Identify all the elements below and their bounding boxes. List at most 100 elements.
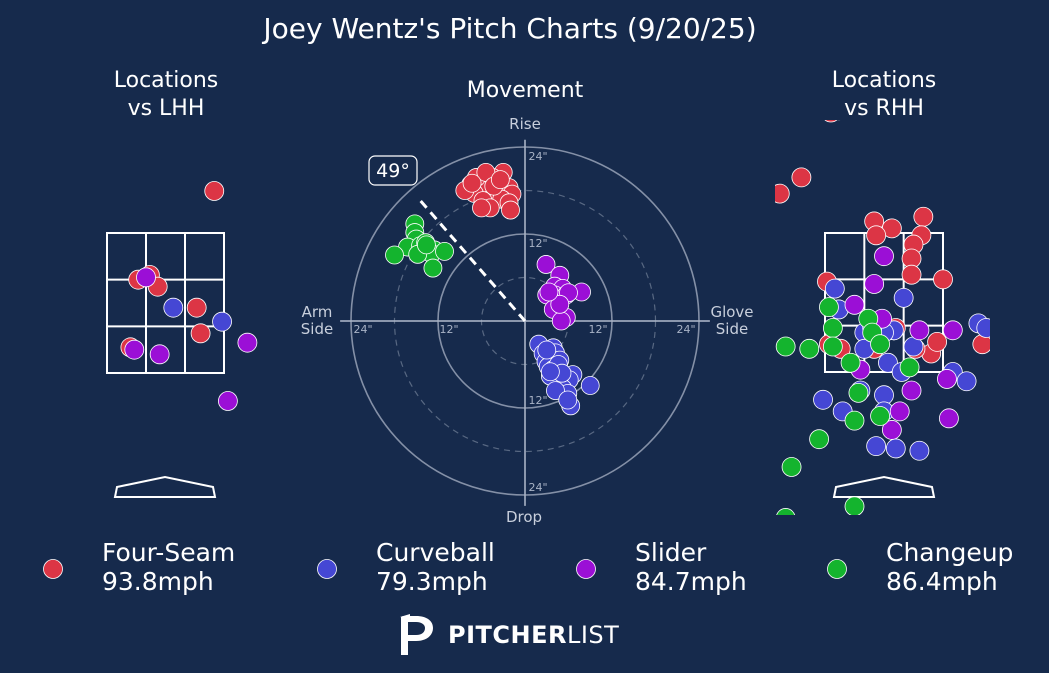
- rhh-point-curveball: [866, 436, 887, 457]
- pitcherlist-wordmark-light: LIST: [566, 621, 620, 649]
- movement-point-curveball: [580, 376, 600, 395]
- rhh-title-line-1: Locations: [832, 68, 937, 93]
- axis-label-glove-side-2: Side: [716, 320, 748, 338]
- arm-angle-label-box: [368, 155, 418, 186]
- ring-label-left-12: 12": [439, 323, 458, 336]
- rhh-point-curveball: [878, 352, 898, 373]
- pitcherlist-logo: PITCHERLIST: [398, 612, 619, 658]
- legend-item-changeup: Changeup 86.4mph: [827, 538, 1013, 596]
- legend-marker-four-seam: [43, 559, 63, 579]
- rhh-point-four-seam: [933, 269, 953, 290]
- movement-point-four-seam: [501, 200, 520, 220]
- lhh-pitch-points: [120, 181, 258, 411]
- legend-item-curveball: Curveball 79.3mph: [317, 538, 495, 596]
- lhh-zone-outline: [106, 232, 225, 374]
- rhh-point-curveball: [909, 440, 930, 461]
- rhh-point-four-seam: [791, 167, 812, 188]
- movement-pitch-points: [385, 162, 600, 416]
- legend-marker-slider: [576, 559, 596, 579]
- rhh-point-curveball: [956, 371, 977, 392]
- movement-point-curveball: [537, 340, 557, 360]
- rhh-point-curveball: [813, 389, 833, 410]
- arm-angle-label: 49°: [376, 160, 410, 182]
- rhh-point-four-seam: [901, 264, 922, 285]
- movement-point-slider: [539, 282, 559, 302]
- rhh-point-changeup: [870, 334, 890, 355]
- pitcherlist-p-icon: [400, 614, 433, 655]
- movement-point-slider: [550, 294, 570, 314]
- axis-label-glove-side-1: Glove: [710, 303, 753, 321]
- rhh-plate-outline: [832, 475, 936, 498]
- rhh-point-changeup: [899, 357, 920, 378]
- rhh-point-four-seam: [913, 206, 934, 227]
- rhh-point-changeup: [870, 406, 890, 426]
- movement-ring-labels: 24" 12" 12" 24" 24" 12" 12" 24": [353, 150, 695, 494]
- lhh-plate-outline: [113, 475, 217, 498]
- movement-point-four-seam: [462, 173, 482, 193]
- rhh-point-slider: [864, 274, 885, 294]
- rhh-point-slider: [939, 408, 959, 429]
- lhh-point-slider: [124, 339, 145, 360]
- lhh-point-slider: [136, 267, 156, 288]
- movement-point-four-seam: [472, 198, 491, 218]
- rhh-point-changeup: [776, 508, 796, 515]
- lhh-point-four-seam: [190, 323, 211, 344]
- lhh-point-four-seam: [204, 181, 225, 201]
- legend-speed-slider: 84.7mph: [635, 567, 747, 596]
- movement-point-changeup: [385, 245, 404, 265]
- movement-point-slider: [551, 311, 571, 331]
- rhh-point-slider: [874, 246, 894, 267]
- ring-label-top-24: 24": [528, 150, 547, 163]
- lhh-point-slider: [149, 344, 170, 365]
- rhh-point-four-seam: [866, 225, 887, 246]
- movement-point-curveball: [558, 390, 578, 410]
- rhh-point-four-seam: [927, 331, 947, 352]
- rhh-point-curveball: [885, 438, 906, 459]
- rhh-point-slider: [942, 320, 963, 341]
- ring-label-right-12: 12": [588, 323, 607, 336]
- movement-point-slider: [536, 255, 556, 274]
- movement-point-changeup: [416, 235, 436, 255]
- legend-speed-changeup: 86.4mph: [886, 567, 998, 596]
- rhh-point-four-seam: [824, 120, 838, 123]
- rhh-point-slider: [889, 401, 910, 422]
- lhh-point-slider: [217, 391, 238, 411]
- legend-speed-curveball: 79.3mph: [376, 567, 488, 596]
- pitcherlist-wordmark-bold: PITCHER: [448, 621, 567, 649]
- movement-point-changeup: [435, 241, 454, 261]
- ring-label-left-24: 24": [353, 323, 372, 336]
- legend-label-slider: Slider: [635, 538, 707, 567]
- rhh-point-four-seam: [972, 334, 990, 355]
- rhh-point-slider: [937, 369, 957, 389]
- rhh-point-four-seam: [775, 183, 790, 204]
- legend: Four-Seam 93.8mph Curveball 79.3mph Slid…: [43, 538, 1013, 596]
- axis-label-arm-side-2: Side: [301, 320, 333, 338]
- lhh-point-curveball: [163, 297, 184, 318]
- legend-item-slider: Slider 84.7mph: [576, 538, 747, 596]
- rhh-point-changeup: [844, 410, 865, 431]
- legend-label-changeup: Changeup: [886, 538, 1013, 567]
- rhh-point-changeup: [775, 336, 796, 357]
- rhh-point-changeup: [781, 457, 802, 477]
- rhh-point-changeup: [822, 336, 843, 357]
- rhh-point-curveball: [893, 287, 914, 308]
- movement-grid: [340, 139, 710, 506]
- legend-label-four-seam: Four-Seam: [102, 538, 235, 567]
- rhh-point-changeup: [822, 318, 843, 338]
- rhh-point-changeup: [840, 352, 861, 373]
- pitcherlist-wordmark: PITCHERLIST: [448, 623, 619, 647]
- rhh-point-curveball: [824, 278, 845, 299]
- rhh-title-line-2: vs RHH: [844, 96, 924, 121]
- rhh-point-changeup: [844, 496, 865, 515]
- axis-label-arm-side-1: Arm: [302, 303, 333, 321]
- rhh-home-plate: [832, 475, 936, 498]
- arm-angle-line: [419, 199, 527, 322]
- ring-label-bottom-24: 24": [528, 481, 547, 494]
- rhh-point-changeup: [809, 429, 829, 450]
- lhh-home-plate: [113, 475, 217, 498]
- rhh-point-slider: [881, 420, 902, 440]
- lhh-point-slider: [237, 332, 258, 353]
- lhh-title-line-2: vs LHH: [128, 96, 205, 121]
- rhh-point-changeup: [799, 338, 820, 359]
